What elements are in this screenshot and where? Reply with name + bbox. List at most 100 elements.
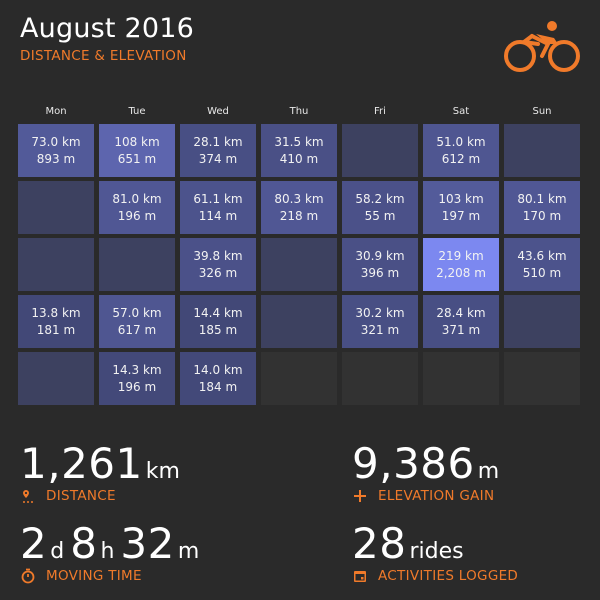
cell-distance: 14.3 km	[112, 362, 162, 377]
cell-distance: 14.0 km	[193, 362, 243, 377]
cell-elevation: 55 m	[364, 208, 396, 223]
calendar-day-cell: 30.2 km 321 m	[342, 295, 418, 348]
calendar-day-cell: 58.2 km 55 m	[342, 181, 418, 234]
calendar-padding-cell	[261, 352, 337, 405]
calendar-day-cell: 219 km 2,208 m	[423, 238, 499, 291]
calendar-day-cell-empty	[99, 238, 175, 291]
stopwatch-icon	[21, 568, 35, 584]
calendar-day-cell: 14.3 km 196 m	[99, 352, 175, 405]
calendar-day-cell: 14.0 km 184 m	[180, 352, 256, 405]
cell-elevation: 651 m	[117, 151, 157, 166]
cell-distance: 61.1 km	[193, 191, 243, 206]
calendar-day-cell-empty	[261, 238, 337, 291]
calendar-padding-cell	[423, 352, 499, 405]
weekday-label: Mon	[45, 106, 67, 117]
cell-distance: 28.4 km	[436, 305, 486, 320]
cell-elevation: 218 m	[279, 208, 319, 223]
weekday-label: Sun	[532, 106, 552, 117]
cell-elevation: 114 m	[198, 208, 238, 223]
cell-elevation: 321 m	[360, 322, 400, 337]
cell-distance: 219 km	[438, 248, 484, 263]
cell-distance: 81.0 km	[112, 191, 162, 206]
weekday-label: Sat	[452, 106, 470, 117]
weekday-label: Wed	[207, 106, 229, 117]
calendar-day-cell: 73.0 km 893 m	[18, 124, 94, 177]
cell-elevation: 612 m	[441, 151, 481, 166]
cell-distance: 14.4 km	[193, 305, 243, 320]
cell-distance: 30.2 km	[355, 305, 405, 320]
calendar-day-cell-empty	[18, 238, 94, 291]
route-pin-icon	[23, 490, 33, 503]
elevation-stat: 9,386 m ELEVATION GAIN	[352, 440, 505, 505]
cell-distance: 31.5 km	[274, 134, 324, 149]
cell-distance: 103 km	[438, 191, 484, 206]
calendar-grid: 73.0 km 893 m 108 km 651 m 28.1 km 374 m 31.5 …	[18, 124, 580, 405]
cell-elevation: 396 m	[360, 265, 400, 280]
cell-elevation: 197 m	[441, 208, 481, 223]
cell-elevation: 185 m	[198, 322, 238, 337]
cell-elevation: 170 m	[522, 208, 562, 223]
calendar-padding-cell	[504, 352, 580, 405]
cell-distance: 80.3 km	[274, 191, 324, 206]
cell-distance: 108 km	[114, 134, 160, 149]
moving-hours-unit: h	[100, 539, 115, 564]
distance-label: DISTANCE	[46, 488, 116, 504]
cell-elevation: 617 m	[117, 322, 157, 337]
moving-days-unit: d	[50, 539, 65, 564]
distance-unit: km	[145, 459, 180, 484]
cell-distance: 57.0 km	[112, 305, 162, 320]
activities-stat: 28 rides ACTIVITIES LOGGED	[352, 519, 519, 585]
cell-elevation: 893 m	[36, 151, 76, 166]
calendar-icon	[354, 571, 366, 582]
cell-distance: 73.0 km	[31, 134, 81, 149]
calendar-day-cell-empty	[504, 295, 580, 348]
activities-label: ACTIVITIES LOGGED	[378, 568, 519, 584]
elevation-label: ELEVATION GAIN	[378, 488, 495, 504]
cell-distance: 58.2 km	[355, 191, 405, 206]
distance-stat: 1,261 km DISTANCE	[20, 439, 186, 505]
cyclist-icon	[504, 21, 580, 72]
cell-elevation: 2,208 m	[436, 265, 486, 280]
cell-distance: 13.8 km	[31, 305, 81, 320]
calendar-day-cell: 57.0 km 617 m	[99, 295, 175, 348]
cell-distance: 30.9 km	[355, 248, 405, 263]
calendar-day-cell-empty	[261, 295, 337, 348]
activities-unit: rides	[409, 539, 464, 564]
cell-elevation: 184 m	[198, 379, 238, 394]
calendar-day-cell: 31.5 km 410 m	[261, 124, 337, 177]
calendar-day-cell: 80.3 km 218 m	[261, 181, 337, 234]
cell-distance: 39.8 km	[193, 248, 243, 263]
calendar-day-cell: 43.6 km 510 m	[504, 238, 580, 291]
calendar-day-cell: 39.8 km 326 m	[180, 238, 256, 291]
calendar-day-cell: 13.8 km 181 m	[18, 295, 94, 348]
calendar-day-cell: 61.1 km 114 m	[180, 181, 256, 234]
cell-elevation: 510 m	[522, 265, 562, 280]
page-subtitle: DISTANCE & ELEVATION	[20, 48, 187, 64]
calendar-day-cell-empty	[18, 181, 94, 234]
cell-elevation: 374 m	[198, 151, 238, 166]
weekday-label: Thu	[289, 106, 309, 117]
activities-value: 28	[352, 519, 407, 568]
weekday-header: Mon Tue Wed Thu Fri Sat Sun	[18, 106, 580, 117]
cell-elevation: 326 m	[198, 265, 238, 280]
cell-distance: 28.1 km	[193, 134, 243, 149]
calendar-day-cell: 28.4 km 371 m	[423, 295, 499, 348]
moving-days-value: 2	[20, 519, 48, 568]
cell-elevation: 196 m	[117, 208, 157, 223]
moving-time-stat: 2 d 8 h 32 m MOVING TIME	[20, 519, 205, 585]
cell-distance: 80.1 km	[517, 191, 567, 206]
calendar-padding-cell	[342, 352, 418, 405]
calendar-day-cell: 80.1 km 170 m	[504, 181, 580, 234]
calendar-day-cell-empty	[504, 124, 580, 177]
header: August 2016 DISTANCE & ELEVATION	[20, 12, 194, 64]
calendar-day-cell: 81.0 km 196 m	[99, 181, 175, 234]
calendar-day-cell: 28.1 km 374 m	[180, 124, 256, 177]
calendar-day-cell-empty	[18, 352, 94, 405]
moving-minutes-value: 32	[120, 519, 175, 568]
cell-elevation: 181 m	[36, 322, 76, 337]
calendar-day-cell-empty	[342, 124, 418, 177]
distance-value: 1,261	[20, 439, 143, 488]
calendar-day-cell: 30.9 km 396 m	[342, 238, 418, 291]
calendar-day-cell: 108 km 651 m	[99, 124, 175, 177]
calendar-day-cell: 51.0 km 612 m	[423, 124, 499, 177]
